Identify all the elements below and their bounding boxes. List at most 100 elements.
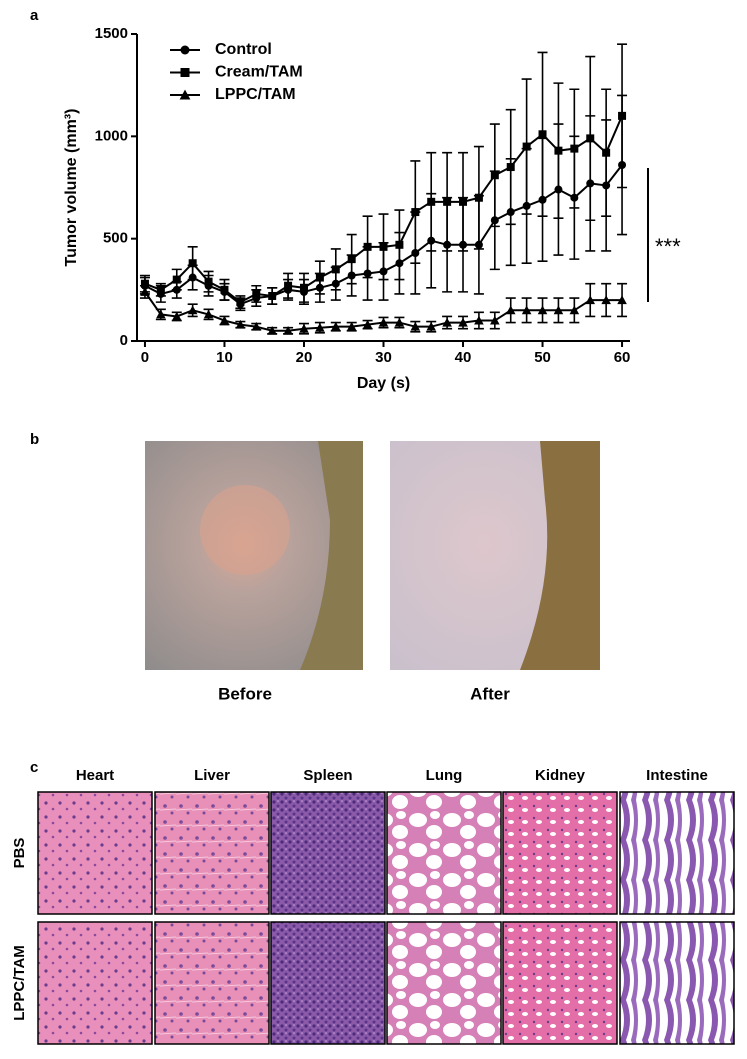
row-label: LPPC/TAM: [11, 945, 28, 1021]
marker: [394, 317, 405, 327]
marker: [331, 265, 340, 274]
marker: [235, 319, 246, 329]
marker: [188, 259, 197, 268]
marker: [443, 197, 452, 206]
column-label: Liver: [194, 767, 230, 784]
panel-label: a: [30, 7, 39, 24]
photo-background: [300, 441, 363, 670]
marker: [204, 277, 213, 286]
x-tick-label: 50: [534, 349, 551, 366]
marker: [410, 321, 421, 331]
marker: [426, 321, 437, 331]
x-tick-label: 20: [296, 349, 313, 366]
marker: [252, 289, 261, 298]
marker: [172, 275, 181, 284]
marker: [458, 317, 468, 327]
marker: [171, 311, 182, 321]
histology-image: [619, 921, 735, 1045]
y-tick-label: 0: [120, 332, 128, 349]
marker: [586, 134, 595, 143]
x-axis-label: Day (s): [357, 375, 410, 392]
marker: [411, 208, 420, 217]
histology-image: [502, 791, 618, 915]
marker: [220, 285, 229, 294]
y-tick-label: 1000: [95, 127, 128, 144]
histology-image: [619, 791, 735, 915]
y-tick-label: 1500: [95, 25, 128, 42]
y-tick-label: 500: [103, 230, 128, 247]
marker: [601, 295, 611, 305]
marker: [570, 144, 579, 153]
panel-label: c: [30, 759, 38, 776]
marker: [187, 305, 198, 315]
marker: [553, 305, 564, 315]
column-label: Lung: [426, 767, 463, 784]
photo-label: After: [470, 684, 510, 703]
marker: [618, 111, 627, 120]
marker: [315, 273, 324, 282]
marker: [490, 171, 499, 180]
marker: [474, 315, 484, 325]
marker: [330, 321, 341, 331]
photo-label: Before: [218, 684, 272, 703]
histology-image: [37, 921, 153, 1045]
marker: [268, 291, 277, 300]
histology-image: [37, 791, 153, 915]
x-tick-label: 30: [375, 349, 392, 366]
marker: [362, 319, 373, 329]
histology-grid: Heart Liver Spleen Lung Kidney Intestine PBS LP…: [11, 767, 735, 1045]
marker: [379, 242, 388, 251]
x-tick-label: 40: [455, 349, 472, 366]
marker: [203, 309, 214, 319]
marker: [180, 45, 190, 55]
marker: [140, 279, 149, 288]
significance-label: ***: [655, 234, 681, 259]
marker: [299, 283, 308, 292]
chart: 0 500 1000 1500 0 10 20 30 40 50 60 Day (s) Tumor vo…: [63, 25, 681, 392]
histology-image: [502, 921, 618, 1045]
marker: [346, 321, 357, 331]
y-axis-label: Tumor volume (mm³): [63, 109, 80, 267]
column-label: Intestine: [646, 767, 708, 784]
marker: [442, 317, 452, 327]
histology-image: [270, 921, 386, 1045]
photo-background: [520, 441, 600, 670]
marker: [156, 285, 165, 294]
marker: [140, 287, 150, 296]
marker: [236, 298, 245, 307]
marker: [267, 325, 277, 335]
marker: [395, 240, 404, 249]
x-tick-label: 60: [614, 349, 631, 366]
marker: [156, 309, 166, 319]
marker: [251, 321, 262, 331]
legend-label: LPPC/TAM: [215, 86, 296, 103]
marker: [427, 197, 436, 206]
marker: [284, 281, 293, 290]
histology-image: [270, 791, 386, 915]
column-label: Kidney: [535, 767, 586, 784]
x-tick-label: 0: [141, 349, 149, 366]
marker: [490, 315, 500, 325]
marker: [283, 325, 293, 335]
marker: [602, 148, 611, 157]
histology-image: [386, 921, 502, 1045]
histology-image: [386, 791, 502, 915]
marker: [617, 295, 627, 305]
marker: [363, 242, 372, 251]
marker: [299, 323, 309, 333]
marker: [347, 255, 356, 264]
histology-image: [154, 791, 270, 915]
marker: [378, 317, 389, 327]
photo-tumor: [200, 485, 290, 575]
marker: [459, 197, 468, 206]
marker: [180, 68, 190, 77]
column-label: Spleen: [303, 767, 352, 784]
marker: [506, 163, 515, 172]
marker: [585, 295, 596, 305]
marker: [537, 305, 548, 315]
marker: [522, 142, 531, 151]
legend-label: Cream/TAM: [215, 64, 303, 81]
marker: [179, 89, 191, 100]
marker: [569, 305, 580, 315]
